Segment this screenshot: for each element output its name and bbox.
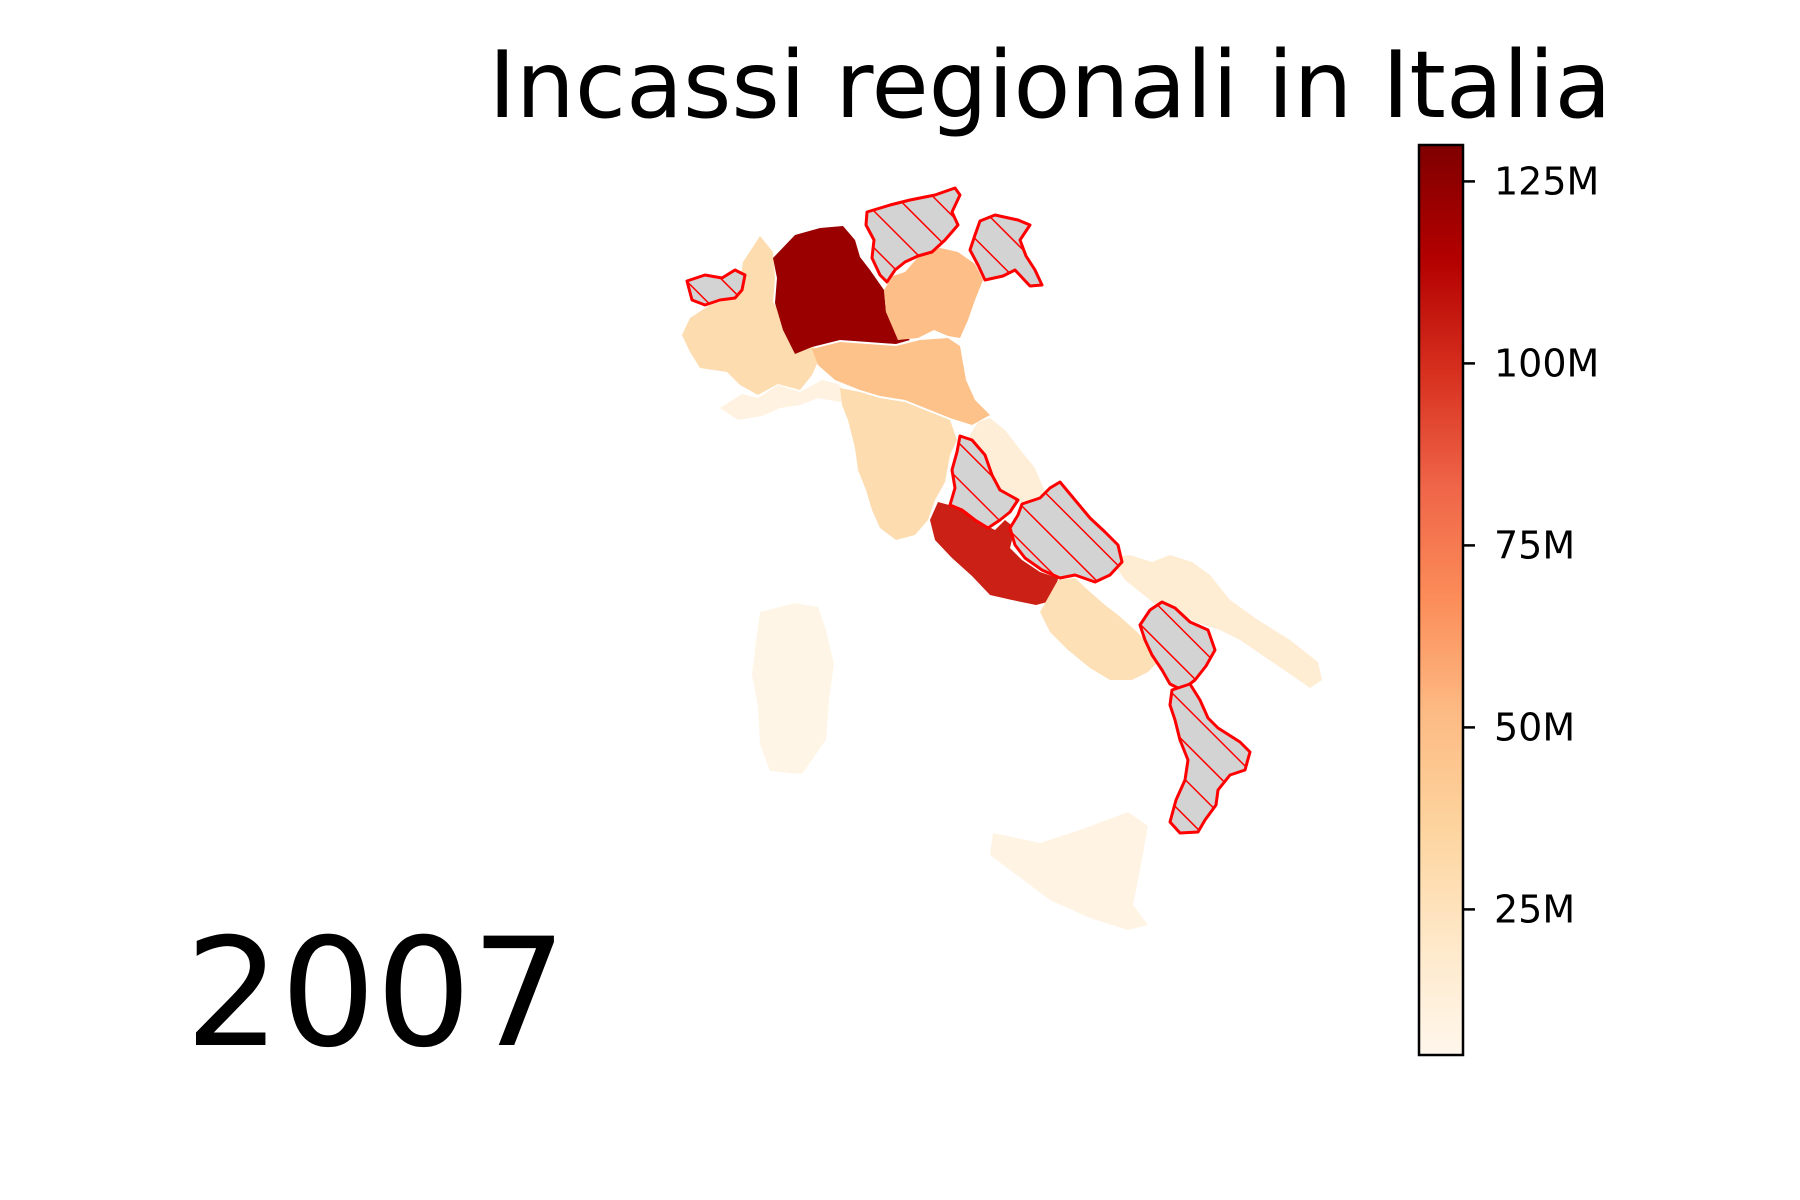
region-umbria[interactable] [948, 434, 1020, 530]
colorbar-gradient [1419, 145, 1463, 1055]
colorbar-tick-label: 100M [1494, 341, 1599, 385]
region-piemonte[interactable] [682, 236, 820, 395]
region-puglia[interactable] [1110, 555, 1322, 688]
region-sardegna[interactable] [752, 603, 834, 774]
region-veneto[interactable] [884, 248, 983, 340]
region-toscana[interactable] [840, 388, 957, 540]
colorbar-tick-label: 75M [1494, 523, 1575, 567]
region-sicilia[interactable] [990, 812, 1148, 930]
region-calabria[interactable] [1168, 682, 1252, 835]
colorbar-tick-label: 125M [1494, 159, 1599, 203]
colorbar-ticks: 25M 50M 75M 100M 125M [1463, 159, 1599, 931]
region-campania[interactable] [1040, 578, 1158, 680]
region-lazio[interactable] [930, 502, 1058, 605]
region-liguria[interactable] [720, 380, 850, 420]
colorbar-frame [1417, 143, 1465, 1057]
region-trentino-alto-adige[interactable] [864, 186, 962, 284]
region-basilicata[interactable] [1138, 600, 1217, 692]
colorbar: 25M 50M 75M 100M 125M [1417, 143, 1599, 1057]
year-label: 2007 [185, 907, 567, 1081]
region-friuli-venezia-giulia[interactable] [968, 213, 1044, 288]
region-abruzzo[interactable] [1008, 480, 1124, 584]
colorbar-tick-label: 25M [1494, 887, 1575, 931]
region-valle-d-aosta[interactable] [685, 268, 747, 307]
region-marche[interactable] [968, 418, 1045, 508]
region-lombardia[interactable] [773, 226, 910, 354]
map-title: Incassi regionali in Italia [488, 31, 1611, 139]
italy-map [682, 186, 1322, 930]
colorbar-tick-label: 50M [1494, 705, 1575, 749]
region-emilia-romagna[interactable] [812, 338, 990, 425]
